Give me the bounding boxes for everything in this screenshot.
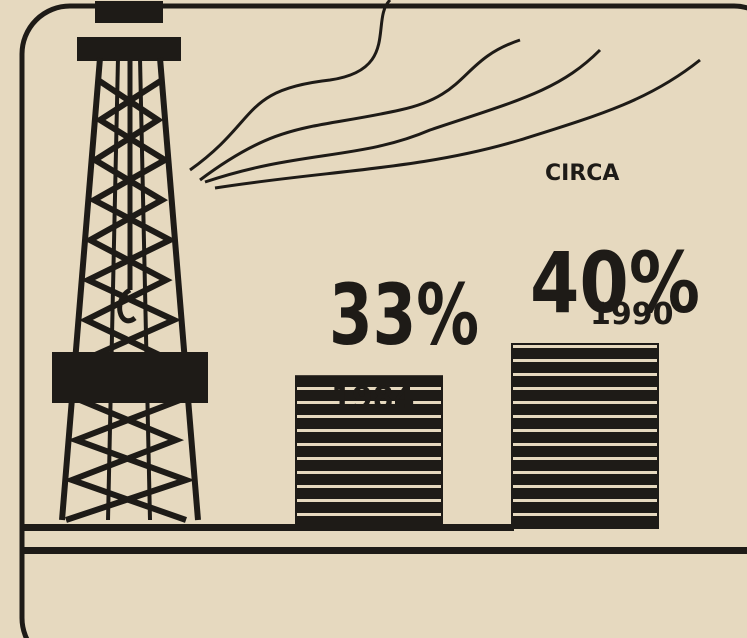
value-label: 33% <box>329 266 479 364</box>
page: CIRCA 33%198440%1990 (() => { const data… <box>0 0 747 638</box>
category-label: 1990 <box>590 297 674 332</box>
bar <box>512 344 658 528</box>
category-label: 1984 <box>331 381 415 416</box>
ground <box>24 547 747 554</box>
chart: CIRCA 33%198440%1990 <box>0 0 747 638</box>
annotation: CIRCA <box>545 161 619 186</box>
